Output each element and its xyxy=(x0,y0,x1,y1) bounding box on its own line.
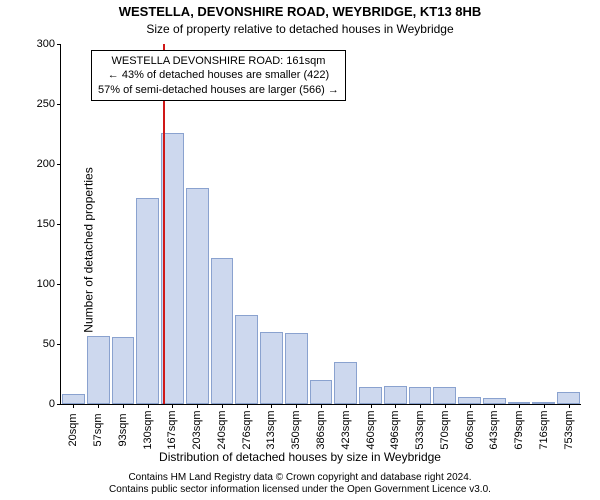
histogram-bar xyxy=(557,392,580,404)
x-tick xyxy=(569,404,570,408)
x-tick-label: 753sqm xyxy=(563,410,575,449)
plot-area: WESTELLA DEVONSHIRE ROAD: 161sqm ← 43% o… xyxy=(60,44,581,405)
x-tick-label: 20sqm xyxy=(67,413,79,446)
x-tick xyxy=(544,404,545,408)
y-tick-label: 100 xyxy=(21,278,55,290)
x-tick xyxy=(420,404,421,408)
chart-container: WESTELLA, DEVONSHIRE ROAD, WEYBRIDGE, KT… xyxy=(0,0,600,500)
histogram-bar xyxy=(384,386,407,404)
x-tick xyxy=(172,404,173,408)
x-tick-label: 606sqm xyxy=(464,410,476,449)
chart-subtitle: Size of property relative to detached ho… xyxy=(0,22,600,36)
x-tick xyxy=(271,404,272,408)
y-tick xyxy=(57,104,61,105)
x-tick-label: 570sqm xyxy=(439,410,451,449)
x-tick-label: 386sqm xyxy=(315,410,327,449)
x-tick-label: 313sqm xyxy=(265,410,277,449)
histogram-bar xyxy=(285,333,308,404)
x-tick-label: 167sqm xyxy=(166,410,178,449)
x-tick-label: 203sqm xyxy=(191,410,203,449)
x-tick xyxy=(123,404,124,408)
attribution-line: Contains HM Land Registry data © Crown c… xyxy=(0,472,600,484)
x-tick xyxy=(470,404,471,408)
x-tick xyxy=(296,404,297,408)
x-tick-label: 460sqm xyxy=(365,410,377,449)
annotation-line: 57% of semi-detached houses are larger (… xyxy=(98,83,339,97)
x-tick-label: 643sqm xyxy=(488,410,500,449)
x-tick xyxy=(321,404,322,408)
x-tick xyxy=(445,404,446,408)
y-tick xyxy=(57,44,61,45)
y-tick-label: 150 xyxy=(21,218,55,230)
x-tick-label: 93sqm xyxy=(117,413,129,446)
x-tick xyxy=(519,404,520,408)
x-tick xyxy=(494,404,495,408)
x-tick xyxy=(222,404,223,408)
histogram-bar xyxy=(136,198,159,404)
x-tick-label: 533sqm xyxy=(414,410,426,449)
y-tick-label: 0 xyxy=(21,398,55,410)
histogram-bar xyxy=(186,188,209,404)
annotation-line: WESTELLA DEVONSHIRE ROAD: 161sqm xyxy=(98,54,339,68)
x-tick-label: 716sqm xyxy=(538,410,550,449)
y-tick xyxy=(57,344,61,345)
histogram-bar xyxy=(359,387,382,404)
x-tick-label: 496sqm xyxy=(389,410,401,449)
x-tick-label: 423sqm xyxy=(340,410,352,449)
x-tick-label: 350sqm xyxy=(290,410,302,449)
histogram-bar xyxy=(62,394,85,404)
x-tick xyxy=(73,404,74,408)
x-tick-label: 57sqm xyxy=(92,413,104,446)
histogram-bar xyxy=(211,258,234,404)
annotation-box: WESTELLA DEVONSHIRE ROAD: 161sqm ← 43% o… xyxy=(91,50,346,101)
x-axis-label: Distribution of detached houses by size … xyxy=(0,450,600,464)
x-tick xyxy=(371,404,372,408)
x-tick xyxy=(98,404,99,408)
x-tick-label: 679sqm xyxy=(513,410,525,449)
x-tick xyxy=(148,404,149,408)
x-tick xyxy=(395,404,396,408)
x-tick xyxy=(247,404,248,408)
y-tick xyxy=(57,404,61,405)
y-tick-label: 250 xyxy=(21,98,55,110)
y-tick-label: 300 xyxy=(21,38,55,50)
y-tick-label: 200 xyxy=(21,158,55,170)
x-tick-label: 240sqm xyxy=(216,410,228,449)
attribution-line: Contains public sector information licen… xyxy=(0,484,600,496)
x-tick-label: 130sqm xyxy=(142,410,154,449)
chart-title: WESTELLA, DEVONSHIRE ROAD, WEYBRIDGE, KT… xyxy=(0,4,600,19)
x-tick xyxy=(346,404,347,408)
attribution: Contains HM Land Registry data © Crown c… xyxy=(0,472,600,496)
histogram-bar xyxy=(409,387,432,404)
histogram-bar xyxy=(310,380,333,404)
histogram-bar xyxy=(433,387,456,404)
annotation-line: ← 43% of detached houses are smaller (42… xyxy=(98,68,339,82)
y-tick xyxy=(57,164,61,165)
x-tick xyxy=(197,404,198,408)
histogram-bar xyxy=(112,337,135,404)
histogram-bar xyxy=(334,362,357,404)
y-tick xyxy=(57,224,61,225)
x-tick-label: 276sqm xyxy=(241,410,253,449)
y-tick xyxy=(57,284,61,285)
histogram-bar xyxy=(87,336,110,404)
histogram-bar xyxy=(260,332,283,404)
histogram-bar xyxy=(235,315,258,404)
y-tick-label: 50 xyxy=(21,338,55,350)
histogram-bar xyxy=(458,397,481,404)
